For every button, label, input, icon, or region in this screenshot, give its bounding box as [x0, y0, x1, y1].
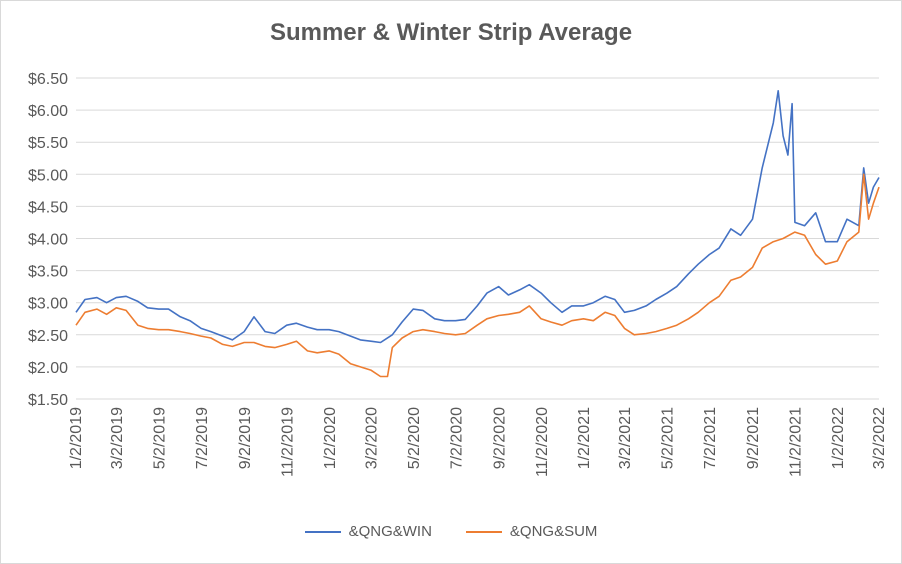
- y-tick-label: $2.50: [28, 328, 68, 345]
- x-tick-label: 9/2/2020: [491, 407, 508, 469]
- x-tick-label: 9/2/2021: [745, 407, 762, 469]
- legend-swatch-sum: [465, 530, 502, 533]
- x-tick-label: 1/2/2019: [68, 407, 85, 469]
- x-tick-label: 3/2/2019: [109, 407, 126, 469]
- x-tick-label: 3/2/2020: [363, 407, 380, 469]
- legend-label-win: &QNG&WIN: [348, 523, 432, 540]
- x-tick-label: 5/2/2020: [406, 407, 423, 469]
- x-tick-label: 7/2/2020: [448, 407, 465, 469]
- x-tick-label: 1/2/2021: [576, 407, 593, 469]
- x-tick-label: 1/2/2020: [322, 407, 339, 469]
- y-tick-label: $5.00: [28, 167, 68, 184]
- x-tick-label: 1/2/2022: [830, 407, 847, 469]
- x-tick-label: 5/2/2021: [660, 407, 677, 469]
- x-tick-label: 11/2/2020: [534, 407, 551, 477]
- legend-swatch-win: [304, 530, 341, 533]
- y-tick-label: $5.50: [28, 135, 68, 152]
- series-line-win: [75, 90, 880, 344]
- y-tick-label: $2.00: [28, 360, 68, 377]
- legend-item-win: &QNG&WIN: [304, 523, 432, 540]
- y-tick-label: $6.50: [28, 71, 68, 88]
- y-tick-label: $1.50: [28, 392, 68, 409]
- series-line-sum: [75, 173, 880, 378]
- y-tick-label: $3.50: [28, 264, 68, 281]
- x-tick-label: 7/2/2021: [702, 407, 719, 469]
- legend-item-sum: &QNG&SUM: [465, 523, 598, 540]
- x-tick-label: 3/2/2022: [871, 407, 888, 469]
- y-tick-label: $6.00: [28, 103, 68, 120]
- x-tick-label: 11/2/2019: [279, 407, 296, 477]
- x-tick-label: 7/2/2019: [194, 407, 211, 469]
- legend-label-sum: &QNG&SUM: [509, 523, 598, 540]
- x-tick-label: 3/2/2021: [617, 407, 634, 469]
- x-tick-label: 9/2/2019: [237, 407, 254, 469]
- y-tick-label: $4.50: [28, 199, 68, 216]
- x-tick-label: 5/2/2019: [151, 407, 168, 469]
- chart-title: Summer & Winter Strip Average: [269, 19, 633, 46]
- y-tick-label: $3.00: [28, 296, 68, 313]
- x-tick-label: 11/2/2021: [788, 407, 805, 477]
- y-tick-label: $4.00: [28, 232, 68, 249]
- legend: &QNG&WIN &QNG&SUM: [1, 523, 901, 540]
